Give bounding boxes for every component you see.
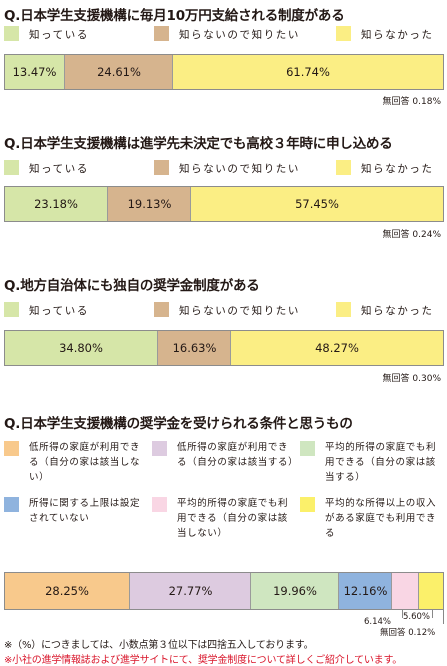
data-label-outside: 6.14%	[364, 617, 392, 627]
legend-item: 知らないので知りたい	[154, 302, 334, 318]
bar-segment	[418, 573, 443, 609]
bar-segment: 24.61%	[64, 55, 173, 89]
legend-label: 知らないので知りたい	[179, 305, 300, 317]
bar-segment: 19.96%	[250, 573, 339, 609]
legend-swatch	[300, 497, 315, 512]
data-label: 24.61%	[97, 65, 141, 79]
footnote-accent: ※小社の進学情報誌および進学サイトにて、奨学金制度について詳しくご紹介しています…	[4, 655, 403, 666]
bar-segment: 34.80%	[5, 331, 157, 365]
chart-title: Q.日本学生支援機構は進学先未決定でも高校３年時に申し込める	[4, 136, 393, 152]
legend-label: 所得に関する上限は設定されていない	[29, 498, 141, 524]
legend-item: 平均的所得の家庭でも利用できる（自分の家は該当する）	[300, 440, 445, 488]
legend-swatch	[154, 302, 169, 317]
chart-legend: 知っている 知らないので知りたい 知らなかった	[4, 160, 444, 176]
chart-title: Q.日本学生支援機構に毎月10万円支給される制度がある	[4, 8, 345, 24]
leader-line	[443, 610, 444, 624]
bar-segment: 16.63%	[157, 331, 231, 365]
no-answer-label: 無回答 0.24%	[382, 230, 441, 240]
data-label: 19.96%	[273, 584, 317, 598]
data-label: 13.47%	[12, 65, 57, 79]
stacked-bar: 34.80% 16.63% 48.27%	[4, 330, 444, 366]
legend-item: 低所得の家庭が利用できる（自分の家は該当する）	[152, 440, 299, 488]
legend-item: 低所得の家庭が利用できる（自分の家は該当しない）	[4, 440, 149, 488]
bar-segment: 61.74%	[172, 55, 443, 89]
chart-title: Q.日本学生支援機構の奨学金を受けられる条件と思うもの	[4, 416, 353, 432]
legend-swatch	[336, 302, 351, 317]
legend-swatch	[336, 160, 351, 175]
legend-label: 平均的な所得以上の収入がある家庭でも利用できる	[325, 498, 437, 539]
legend-swatch	[154, 26, 169, 41]
chart-1: Q.日本学生支援機構に毎月10万円支給される制度がある 知っている 知らないので…	[0, 4, 447, 107]
bar-segment: 12.16%	[338, 573, 392, 609]
leader-line	[402, 610, 403, 618]
leader-line	[432, 610, 433, 618]
data-label: 48.27%	[315, 341, 359, 355]
legend-swatch	[336, 26, 351, 41]
data-label: 12.16%	[343, 584, 388, 598]
bar-segment: 27.77%	[129, 573, 251, 609]
bar-segment: 57.45%	[190, 187, 443, 221]
legend-label: 知らなかった	[361, 29, 434, 41]
stacked-bar: 23.18% 19.13% 57.45%	[4, 186, 444, 222]
bar-segment	[391, 573, 419, 609]
bar-segment: 48.27%	[230, 331, 443, 365]
legend-item: 平均的所得の家庭でも利用できる（自分の家は該当しない）	[152, 496, 297, 544]
data-label: 27.77%	[168, 584, 213, 598]
legend-item: 知らなかった	[336, 160, 444, 176]
data-label: 61.74%	[286, 65, 330, 79]
legend-label: 知らなかった	[361, 163, 434, 175]
legend-swatch	[152, 497, 167, 512]
stacked-bar: 13.47% 24.61% 61.74%	[4, 54, 444, 90]
legend-label: 知っている	[29, 29, 89, 41]
data-label: 19.13%	[127, 197, 172, 211]
chart-4: Q.日本学生支援機構の奨学金を受けられる条件と思うもの 低所得の家庭が利用できる…	[0, 412, 447, 642]
bar-segment: 23.18%	[5, 187, 107, 221]
chart-legend: 知っている 知らないので知りたい 知らなかった	[4, 302, 444, 318]
legend-label: 知らないので知りたい	[179, 29, 300, 41]
legend-swatch	[4, 441, 19, 456]
legend-item: 知らないので知りたい	[154, 160, 334, 176]
chart-legend: 知っている 知らないので知りたい 知らなかった	[4, 26, 444, 42]
legend-item: 知っている	[4, 302, 144, 318]
legend-item: 知っている	[4, 160, 144, 176]
legend-swatch	[152, 441, 167, 456]
legend-label: 知っている	[29, 163, 89, 175]
data-label: 57.45%	[295, 197, 339, 211]
legend-swatch	[4, 26, 19, 41]
data-label: 34.80%	[59, 341, 103, 355]
legend-item: 所得に関する上限は設定されていない	[4, 496, 149, 544]
chart-title: Q.地方自治体にも独自の奨学金制度がある	[4, 278, 260, 294]
legend-swatch	[4, 497, 19, 512]
legend-label: 知っている	[29, 305, 89, 317]
legend-swatch	[4, 302, 19, 317]
chart-3: Q.地方自治体にも独自の奨学金制度がある 知っている 知らないので知りたい 知ら…	[0, 274, 447, 384]
footnote: ※（%）につきましては、小数点第３位以下は四捨五入しております。	[4, 640, 314, 651]
data-label-outside: 5.60%	[403, 612, 431, 622]
chart-2: Q.日本学生支援機構は進学先未決定でも高校３年時に申し込める 知っている 知らな…	[0, 132, 447, 242]
legend-label: 平均的所得の家庭でも利用できる（自分の家は該当する）	[325, 442, 437, 483]
legend-label: 低所得の家庭が利用できる（自分の家は該当する）	[177, 442, 299, 468]
data-label: 23.18%	[34, 197, 78, 211]
legend-label: 低所得の家庭が利用できる（自分の家は該当しない）	[29, 442, 141, 483]
data-label: 28.25%	[45, 584, 89, 598]
no-answer-label: 無回答 0.18%	[382, 97, 441, 107]
legend-item: 知らないので知りたい	[154, 26, 334, 42]
no-answer-label: 無回答 0.30%	[382, 374, 441, 384]
legend-item: 知らなかった	[336, 302, 444, 318]
bar-segment: 19.13%	[107, 187, 191, 221]
legend-label: 知らなかった	[361, 305, 434, 317]
legend-item: 平均的な所得以上の収入がある家庭でも利用できる	[300, 496, 445, 544]
legend-item: 知っている	[4, 26, 144, 42]
legend-swatch	[154, 160, 169, 175]
bar-segment: 13.47%	[5, 55, 64, 89]
bar-segment: 28.25%	[5, 573, 129, 609]
legend-label: 平均的所得の家庭でも利用できる（自分の家は該当しない）	[177, 498, 289, 539]
legend-item: 知らなかった	[336, 26, 444, 42]
no-answer-label: 無回答 0.12%	[380, 628, 436, 638]
legend-swatch	[4, 160, 19, 175]
data-label: 16.63%	[172, 341, 217, 355]
legend-label: 知らないので知りたい	[179, 163, 300, 175]
stacked-bar: 28.25% 27.77% 19.96% 12.16%	[4, 572, 444, 610]
legend-swatch	[300, 441, 315, 456]
